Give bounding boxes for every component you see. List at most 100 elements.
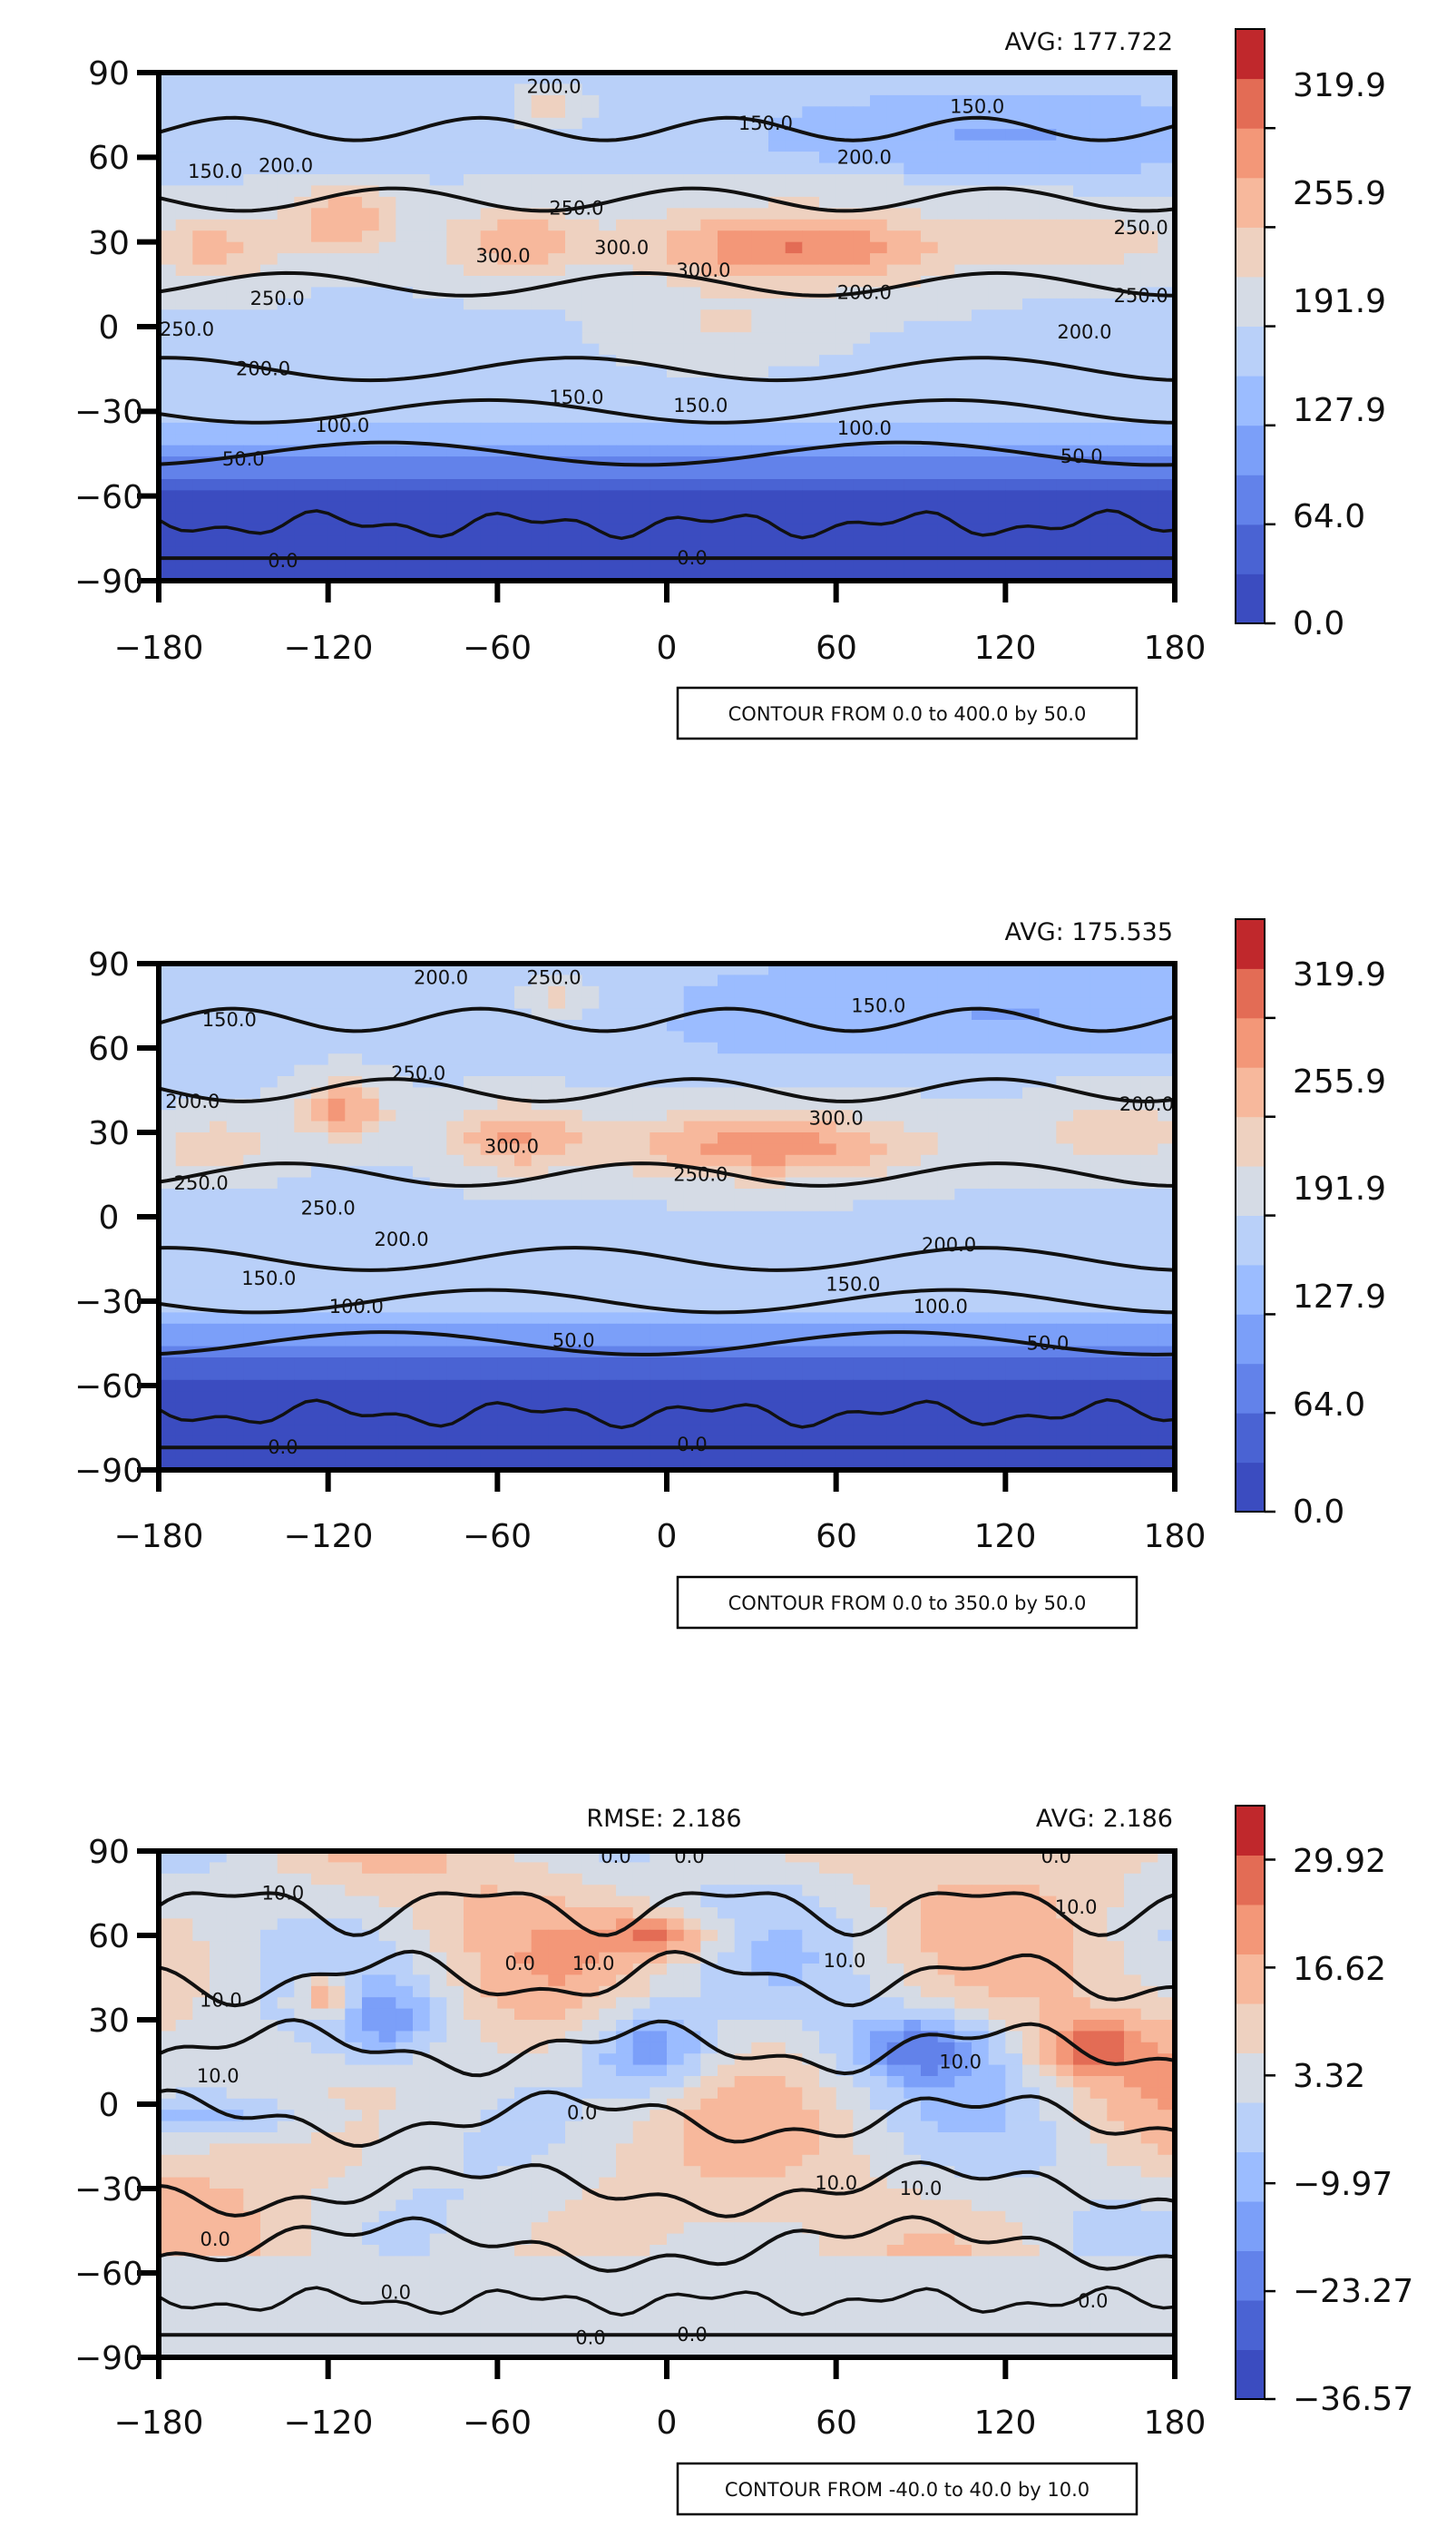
field-cell xyxy=(514,1233,533,1246)
field-cell xyxy=(921,1042,939,1054)
field-cell xyxy=(1158,1233,1175,1246)
field-cell xyxy=(667,1312,685,1325)
field-cell xyxy=(260,399,278,412)
field-cell xyxy=(1124,174,1142,186)
field-cell xyxy=(1124,399,1142,412)
field-cell xyxy=(972,1053,990,1066)
field-cell xyxy=(413,1042,431,1054)
field-cell xyxy=(514,1301,533,1313)
field-cell xyxy=(632,1042,650,1054)
field-cell xyxy=(718,399,736,412)
field-cell xyxy=(751,1256,769,1268)
field-cell xyxy=(632,985,650,998)
field-cell xyxy=(345,1189,363,1200)
field-cell xyxy=(1124,377,1142,389)
field-cell xyxy=(870,1064,888,1077)
field-cell xyxy=(159,309,177,322)
field-cell xyxy=(1022,1143,1041,1156)
field-cell xyxy=(210,1210,228,1223)
field-cell xyxy=(921,524,939,536)
field-cell xyxy=(480,377,498,389)
field-cell xyxy=(853,501,871,514)
field-cell xyxy=(159,174,177,186)
field-cell xyxy=(599,287,617,299)
field-cell xyxy=(700,1267,718,1279)
field-cell xyxy=(362,975,380,987)
field-cell xyxy=(192,1064,210,1077)
field-cell xyxy=(972,253,990,266)
field-cell xyxy=(210,1020,228,1032)
field-cell xyxy=(294,1121,312,1133)
field-cell xyxy=(988,332,1006,345)
field-cell xyxy=(599,320,617,333)
field-cell xyxy=(226,1267,244,1279)
field-cell xyxy=(853,456,871,469)
field-cell xyxy=(362,569,380,581)
field-cell xyxy=(210,1121,228,1133)
field-cell xyxy=(277,320,295,333)
field-cell xyxy=(378,558,396,571)
field-cell xyxy=(429,162,447,175)
field-cell xyxy=(497,1233,515,1246)
field-cell xyxy=(718,320,736,333)
field-cell xyxy=(1124,569,1142,581)
field-cell xyxy=(294,1210,312,1223)
field-cell xyxy=(1124,152,1142,164)
field-cell xyxy=(785,366,803,378)
field-cell xyxy=(785,253,803,266)
field-cell xyxy=(210,1189,228,1200)
field-cell xyxy=(226,1346,244,1358)
field-cell xyxy=(972,230,990,243)
field-cell xyxy=(870,524,888,536)
field-cell xyxy=(192,94,210,107)
field-cell xyxy=(345,230,363,243)
field-cell xyxy=(192,546,210,559)
field-cell xyxy=(210,1110,228,1122)
field-cell xyxy=(531,230,549,243)
field-cell xyxy=(1140,343,1158,356)
field-cell xyxy=(362,1222,380,1235)
field-cell xyxy=(429,1210,447,1223)
field-cell xyxy=(327,490,346,503)
field-cell xyxy=(378,513,396,525)
field-cell xyxy=(378,1031,396,1043)
field-cell xyxy=(396,1189,414,1200)
field-cell xyxy=(667,1053,685,1066)
field-cell xyxy=(683,467,701,480)
field-cell xyxy=(1107,83,1125,96)
field-cell xyxy=(1056,73,1074,84)
field-cell xyxy=(718,377,736,389)
field-cell xyxy=(718,1087,736,1100)
field-cell xyxy=(1107,535,1125,548)
field-cell xyxy=(819,1031,837,1043)
field-cell xyxy=(1107,1357,1125,1369)
field-cell xyxy=(210,287,228,299)
field-cell xyxy=(277,546,295,559)
field-cell xyxy=(210,1143,228,1156)
field-cell xyxy=(497,343,515,356)
field-cell xyxy=(616,162,634,175)
field-cell xyxy=(396,219,414,231)
field-cell xyxy=(1005,467,1023,480)
field-cell xyxy=(1140,1278,1158,1291)
field-cell xyxy=(294,377,312,389)
field-cell xyxy=(226,546,244,559)
field-cell xyxy=(768,569,787,581)
field-cell xyxy=(497,569,515,581)
field-cell xyxy=(413,83,431,96)
field-cell xyxy=(1005,1042,1023,1054)
field-cell xyxy=(1039,140,1057,152)
filled-contours-2 xyxy=(159,964,1175,1470)
field-cell xyxy=(819,73,837,84)
field-cell xyxy=(429,997,447,1010)
field-cell xyxy=(599,377,617,389)
field-cell xyxy=(599,1031,617,1043)
field-cell xyxy=(413,219,431,231)
field-cell xyxy=(1107,1008,1125,1021)
field-cell xyxy=(159,298,177,310)
field-cell xyxy=(972,1166,990,1179)
field-cell xyxy=(768,1121,787,1133)
field-cell xyxy=(192,129,210,142)
field-cell xyxy=(446,1278,464,1291)
field-cell xyxy=(921,1335,939,1347)
